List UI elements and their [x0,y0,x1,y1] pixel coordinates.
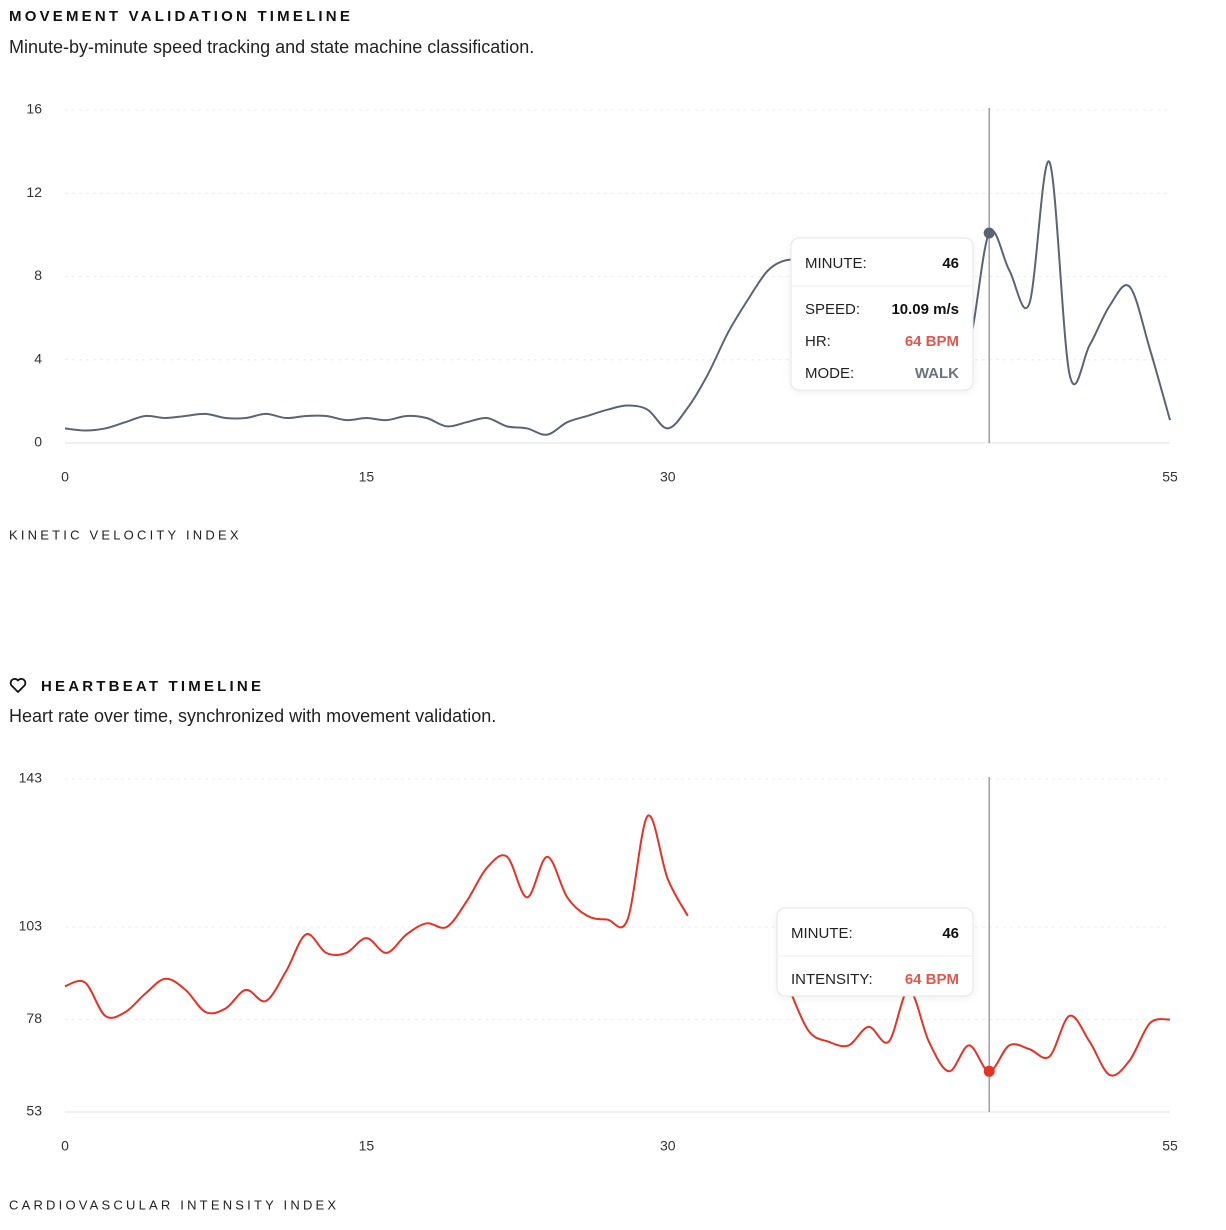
y-tick-label: 12 [26,184,42,200]
y-tick-label: 78 [26,1010,42,1026]
x-axis-label: CARDIOVASCULAR INTENSITY INDEX [9,1197,339,1212]
chart-title: HEARTBEAT TIMELINE [41,678,264,695]
active-point [983,227,995,239]
x-tick-label: 55 [1162,1138,1178,1154]
tooltip-label: INTENSITY: [791,971,873,988]
chart-title: MOVEMENT VALIDATION TIMELINE [9,8,353,25]
y-tick-label: 143 [19,770,43,786]
y-tick-label: 8 [34,267,42,283]
chart-subtitle: Minute-by-minute speed tracking and stat… [9,37,534,57]
x-tick-label: 55 [1162,469,1178,485]
tooltip-value: 64 BPM [905,971,959,988]
y-tick-label: 103 [19,918,43,934]
chart-subtitle: Heart rate over time, synchronized with … [9,706,496,726]
tooltip-box [776,907,974,997]
tooltip-value: 64 BPM [905,333,959,350]
tooltip-label: MINUTE: [805,255,867,272]
x-axis-label: KINETIC VELOCITY INDEX [9,527,242,542]
tooltip-value: WALK [915,365,959,382]
x-tick-label: 15 [359,1138,375,1154]
tooltip-label: SPEED: [805,301,860,318]
tooltip-box [790,237,974,391]
tooltip-label: HR: [805,333,831,350]
line-series [64,814,1171,1077]
y-tick-label: 4 [34,350,42,366]
tooltip-value: 46 [942,255,959,272]
y-tick-label: 53 [26,1103,42,1119]
heart-icon [9,678,27,693]
line-series [64,160,1171,436]
y-tick-label: 0 [34,434,42,450]
x-tick-label: 15 [359,469,375,485]
active-point [983,1065,995,1077]
x-tick-label: 0 [61,1138,69,1154]
tooltip-label: MODE: [805,365,854,382]
x-tick-label: 30 [660,469,676,485]
tooltip-value: 10.09 m/s [891,301,959,318]
tooltip-label: MINUTE: [791,925,853,942]
x-tick-label: 30 [660,1138,676,1154]
y-tick-label: 16 [26,101,42,117]
x-tick-label: 0 [61,469,69,485]
tooltip-value: 46 [942,925,959,942]
